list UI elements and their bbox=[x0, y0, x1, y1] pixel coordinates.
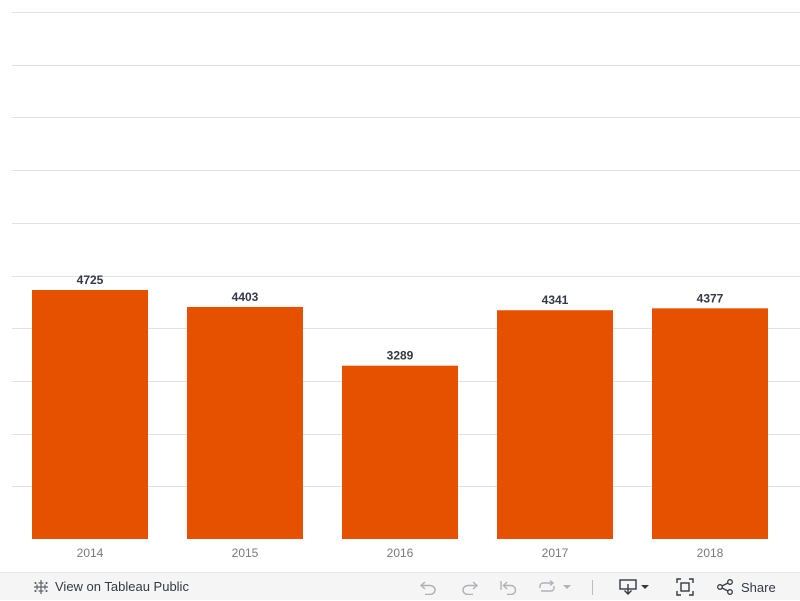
download-icon bbox=[619, 579, 637, 595]
download-button[interactable] bbox=[617, 573, 639, 601]
fullscreen-button[interactable] bbox=[674, 573, 696, 601]
data-label-2014: 4725 bbox=[77, 273, 104, 287]
tableau-toolbar: View on Tableau Public bbox=[0, 572, 800, 600]
bar-2018[interactable] bbox=[652, 308, 768, 539]
refresh-icon bbox=[539, 579, 555, 592]
chevron-down-icon bbox=[641, 585, 649, 589]
toolbar-actions: Share bbox=[418, 573, 776, 601]
data-label-2018: 4377 bbox=[697, 291, 724, 305]
x-tick-label-2014: 2014 bbox=[77, 546, 104, 560]
undo-button[interactable] bbox=[418, 573, 440, 601]
revert-button[interactable] bbox=[498, 573, 520, 601]
refresh-menu-button[interactable] bbox=[562, 573, 572, 601]
redo-button[interactable] bbox=[458, 573, 480, 601]
revert-icon bbox=[500, 581, 517, 595]
x-tick-label-2018: 2018 bbox=[697, 546, 724, 560]
x-tick-label-2015: 2015 bbox=[232, 546, 259, 560]
chart-area: 4725 4403 3289 4341 4377 2014 2015 2016 2017 201… bbox=[12, 12, 800, 560]
data-label-2015: 4403 bbox=[232, 290, 259, 304]
share-label: Share bbox=[741, 579, 776, 595]
view-on-tableau-public-link[interactable]: View on Tableau Public bbox=[33, 579, 189, 595]
bar-2016[interactable] bbox=[342, 365, 458, 539]
toolbar-divider bbox=[592, 579, 593, 595]
bars bbox=[32, 289, 768, 539]
refresh-button[interactable] bbox=[536, 573, 558, 601]
tableau-logo-icon bbox=[33, 579, 49, 595]
data-label-2016: 3289 bbox=[387, 349, 414, 363]
share-icon bbox=[717, 579, 733, 595]
bar-2017[interactable] bbox=[497, 310, 613, 539]
data-label-2017: 4341 bbox=[542, 293, 569, 307]
download-menu-button[interactable] bbox=[640, 573, 650, 601]
x-axis-ticks: 2014 2015 2016 2017 2018 bbox=[77, 546, 724, 560]
undo-icon bbox=[419, 581, 436, 595]
bar-2015[interactable] bbox=[187, 306, 303, 539]
redo-icon bbox=[462, 581, 479, 595]
bar-2014[interactable] bbox=[32, 289, 148, 539]
share-button[interactable]: Share bbox=[716, 573, 776, 601]
chevron-down-icon bbox=[563, 585, 571, 589]
x-tick-label-2017: 2017 bbox=[542, 546, 569, 560]
x-tick-label-2016: 2016 bbox=[387, 546, 414, 560]
view-on-tableau-public-label: View on Tableau Public bbox=[55, 579, 189, 594]
data-labels: 4725 4403 3289 4341 4377 bbox=[77, 273, 724, 363]
fullscreen-icon bbox=[676, 578, 694, 596]
